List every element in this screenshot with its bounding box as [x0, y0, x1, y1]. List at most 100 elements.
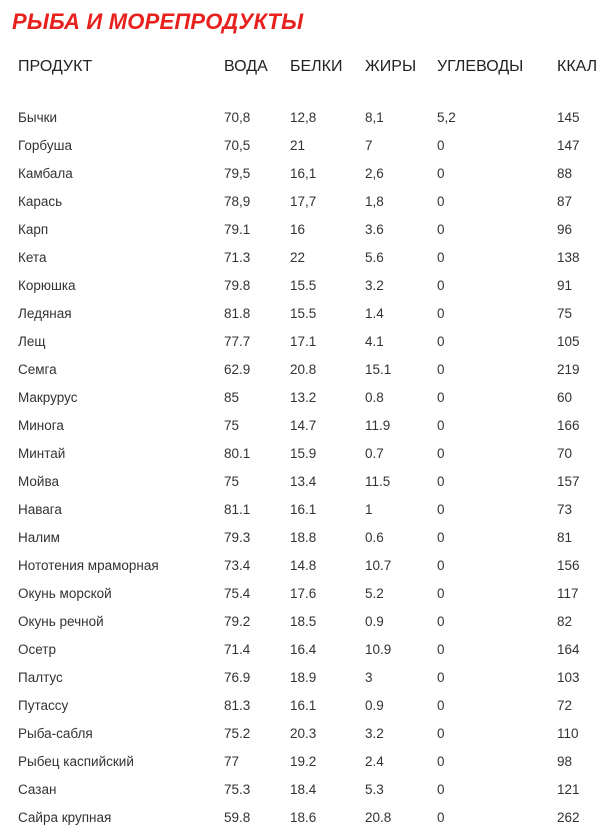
protein-value: 18.9: [290, 670, 317, 685]
kcal-value: 110: [557, 726, 579, 741]
product-name: Осетр: [18, 642, 57, 657]
water-value: 79.8: [224, 278, 251, 293]
product-name: Сайра крупная: [18, 810, 112, 825]
protein-value: 18.4: [290, 782, 317, 797]
kcal-value: 60: [557, 390, 573, 405]
water-value: 75: [224, 418, 240, 433]
water-value: 79.1: [224, 222, 251, 237]
protein-value: 15.5: [290, 278, 317, 293]
fat-value: 5.6: [365, 250, 384, 265]
kcal-value: 147: [557, 138, 580, 153]
product-name: Рыба-сабля: [18, 726, 93, 741]
fat-value: 15.1: [365, 362, 392, 377]
product-name: Корюшка: [18, 278, 76, 293]
water-value: 76.9: [224, 670, 251, 685]
product-name: Мойва: [18, 474, 59, 489]
kcal-value: 262: [557, 810, 580, 825]
fat-value: 10.7: [365, 558, 392, 573]
column-header-kcal: ККАЛ: [557, 58, 598, 75]
product-name: Путассу: [18, 698, 69, 713]
protein-value: 18.8: [290, 530, 317, 545]
carbs-value: 0: [437, 782, 445, 797]
fat-value: 20.8: [365, 810, 392, 825]
fat-value: 5.3: [365, 782, 384, 797]
carbs-value: 0: [437, 502, 445, 517]
product-name: Окунь речной: [18, 614, 104, 629]
column-header-protein: БЕЛКИ: [290, 58, 343, 75]
carbs-value: 0: [437, 166, 445, 181]
water-value: 75.4: [224, 586, 251, 601]
product-name: Горбуша: [18, 138, 72, 153]
carbs-value: 0: [437, 306, 445, 321]
table-body: Бычки 70,8 12,8 8,1 5,2 145 Горбуша 70,5 21 7 0 147…: [0, 105, 610, 833]
fat-value: 11.9: [365, 418, 391, 433]
carbs-value: 5,2: [437, 110, 456, 125]
fat-value: 0.9: [365, 614, 384, 629]
fat-value: 0.8: [365, 390, 384, 405]
kcal-value: 138: [557, 250, 580, 265]
kcal-value: 70: [557, 446, 573, 461]
table-row: Мойва 75 13.4 11.5 0 157: [0, 469, 610, 497]
fat-value: 8,1: [365, 110, 384, 125]
carbs-value: 0: [437, 530, 445, 545]
table-row: Лещ 77.7 17.1 4.1 0 105: [0, 329, 610, 357]
water-value: 79.3: [224, 530, 251, 545]
water-value: 70,5: [224, 138, 251, 153]
fat-value: 2.4: [365, 754, 384, 769]
water-value: 75: [224, 474, 240, 489]
product-name: Ледяная: [18, 306, 72, 321]
table-header: ПРОДУКТ ВОДА БЕЛКИ ЖИРЫ УГЛЕВОДЫ ККАЛ: [0, 58, 610, 82]
water-value: 73.4: [224, 558, 251, 573]
product-name: Навага: [18, 502, 62, 517]
protein-value: 18.6: [290, 810, 317, 825]
water-value: 79,5: [224, 166, 251, 181]
product-name: Семга: [18, 362, 57, 377]
carbs-value: 0: [437, 474, 445, 489]
kcal-value: 145: [557, 110, 580, 125]
table-row: Путассу 81.3 16.1 0.9 0 72: [0, 693, 610, 721]
kcal-value: 219: [557, 362, 580, 377]
table-row: Карп 79.1 16 3.6 0 96: [0, 217, 610, 245]
carbs-value: 0: [437, 810, 445, 825]
kcal-value: 91: [557, 278, 573, 293]
fat-value: 1: [365, 502, 373, 517]
protein-value: 12,8: [290, 110, 317, 125]
water-value: 81.3: [224, 698, 251, 713]
fat-value: 3: [365, 670, 373, 685]
kcal-value: 105: [557, 334, 580, 349]
carbs-value: 0: [437, 390, 445, 405]
table-row: Навага 81.1 16.1 1 0 73: [0, 497, 610, 525]
carbs-value: 0: [437, 586, 445, 601]
water-value: 81.8: [224, 306, 251, 321]
protein-value: 19.2: [290, 754, 317, 769]
protein-value: 14.8: [290, 558, 317, 573]
fat-value: 2,6: [365, 166, 384, 181]
table-row: Горбуша 70,5 21 7 0 147: [0, 133, 610, 161]
product-name: Лещ: [18, 334, 46, 349]
fat-value: 1.4: [365, 306, 384, 321]
carbs-value: 0: [437, 194, 445, 209]
protein-value: 20.3: [290, 726, 317, 741]
product-name: Карась: [18, 194, 63, 209]
fat-value: 10.9: [365, 642, 392, 657]
fat-value: 3.2: [365, 726, 384, 741]
protein-value: 13.2: [290, 390, 317, 405]
protein-value: 16,1: [290, 166, 317, 181]
table-row: Семга 62.9 20.8 15.1 0 219: [0, 357, 610, 385]
protein-value: 17,7: [290, 194, 317, 209]
water-value: 77.7: [224, 334, 251, 349]
kcal-value: 103: [557, 670, 580, 685]
carbs-value: 0: [437, 278, 445, 293]
fat-value: 3.6: [365, 222, 384, 237]
kcal-value: 157: [557, 474, 580, 489]
protein-value: 18.5: [290, 614, 317, 629]
product-name: Рыбец каспийский: [18, 754, 134, 769]
kcal-value: 82: [557, 614, 573, 629]
water-value: 71.4: [224, 642, 251, 657]
carbs-value: 0: [437, 138, 445, 153]
water-value: 79.2: [224, 614, 251, 629]
water-value: 75.3: [224, 782, 251, 797]
product-name: Минтай: [18, 446, 66, 461]
page-title: РЫБА И МОРЕПРОДУКТЫ: [12, 9, 304, 34]
carbs-value: 0: [437, 222, 445, 237]
